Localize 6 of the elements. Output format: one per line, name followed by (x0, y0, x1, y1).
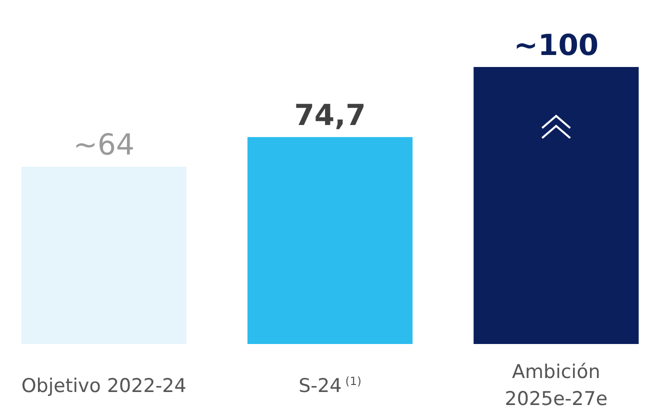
data-label: ~64 (73, 128, 134, 162)
x-tick-label: S-24$^{(1)}$ (298, 374, 362, 397)
x-tick-label: Ambición 2025e-27e (504, 361, 608, 410)
x-tick-label: Objetivo 2022-24 (21, 375, 186, 397)
data-label: ~100 (514, 28, 599, 62)
data-label: 74,7 (294, 98, 366, 132)
